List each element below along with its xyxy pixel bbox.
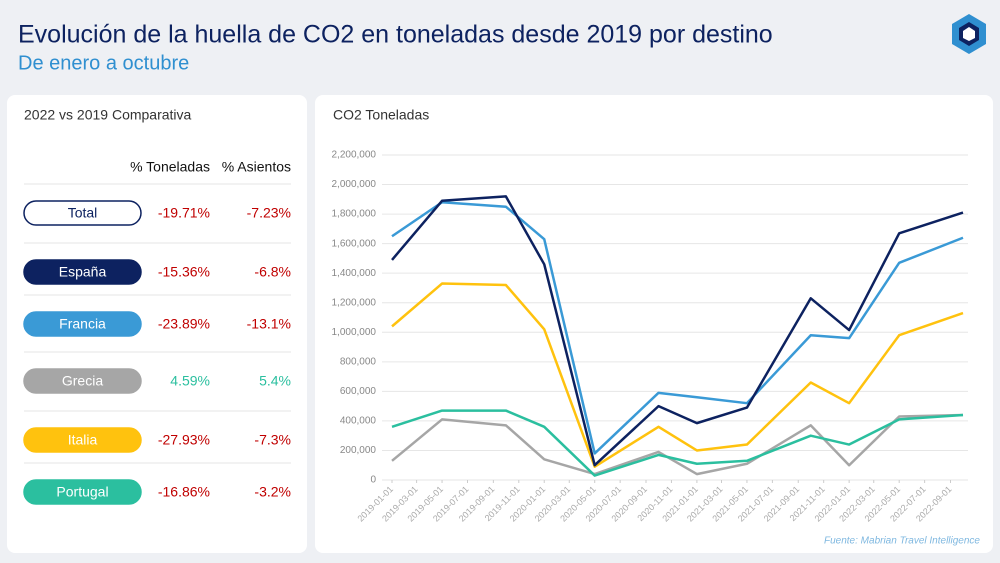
- chart-title: CO2 Toneladas: [333, 107, 429, 123]
- legend-pill: [23, 259, 142, 285]
- row-label: Francia: [59, 316, 106, 332]
- tons-change: -23.89%: [158, 316, 210, 332]
- series-line: [391, 195, 964, 467]
- row-label: Portugal: [56, 484, 108, 500]
- y-tick-label: 0: [370, 475, 376, 486]
- y-tick-label: 200,000: [340, 445, 377, 456]
- page-subtitle: De enero a octubre: [18, 52, 189, 74]
- seats-change: -3.2%: [254, 484, 291, 500]
- y-tick-label: 1,000,000: [332, 327, 377, 338]
- series-line: [391, 201, 964, 455]
- row-label: Grecia: [62, 373, 103, 389]
- series-line: [391, 413, 964, 476]
- row-label: España: [59, 264, 107, 280]
- seats-change: -7.23%: [247, 205, 291, 221]
- tons-change: -27.93%: [158, 432, 210, 448]
- column-header: % Toneladas: [130, 159, 210, 175]
- tons-change: -19.71%: [158, 205, 210, 221]
- legend-pill: [23, 479, 142, 505]
- seats-change: -13.1%: [247, 316, 291, 332]
- y-tick-label: 1,200,000: [332, 297, 377, 308]
- seats-change: -6.8%: [254, 264, 291, 280]
- y-tick-label: 2,200,000: [332, 150, 377, 161]
- panel-title: 2022 vs 2019 Comparativa: [24, 107, 192, 123]
- column-header: % Asientos: [222, 159, 291, 175]
- y-tick-label: 1,400,000: [332, 268, 377, 279]
- y-tick-label: 1,600,000: [332, 238, 377, 249]
- tons-change: 4.59%: [170, 373, 210, 389]
- y-tick-label: 400,000: [340, 416, 377, 427]
- series-line: [391, 282, 964, 468]
- legend-pill: [23, 200, 142, 226]
- y-tick-label: 600,000: [340, 386, 377, 397]
- seats-change: -7.3%: [254, 432, 291, 448]
- tons-change: -15.36%: [158, 264, 210, 280]
- seats-change: 5.4%: [259, 373, 291, 389]
- row-label: Italia: [68, 432, 98, 448]
- legend-pill: [23, 368, 142, 394]
- legend-pill: [23, 427, 142, 453]
- source: Fuente: Mabrian Travel Intelligence: [824, 536, 980, 547]
- legend-pill: [23, 311, 142, 337]
- y-tick-label: 800,000: [340, 356, 377, 367]
- y-tick-label: 2,000,000: [332, 179, 377, 190]
- tons-change: -16.86%: [158, 484, 210, 500]
- logo: [952, 14, 986, 54]
- page-title: Evolución de la huella de CO2 en tonelad…: [18, 21, 773, 49]
- y-tick-label: 1,800,000: [332, 209, 377, 220]
- series-line: [391, 409, 964, 477]
- chart-panel: [315, 95, 993, 553]
- row-label: Total: [68, 205, 98, 221]
